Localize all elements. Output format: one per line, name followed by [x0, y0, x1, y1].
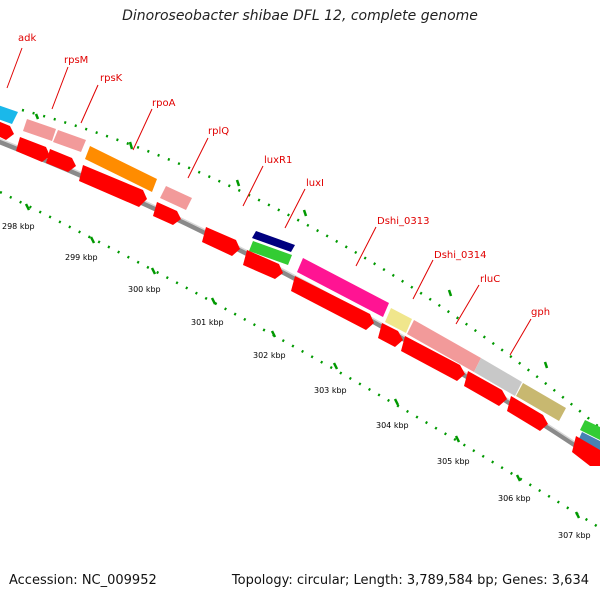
cds-arrow[interactable] [291, 276, 374, 330]
cds-arrow[interactable] [0, 121, 14, 140]
gene-label-rplQ: rplQ [208, 126, 229, 137]
kbp-major-tick [454, 435, 461, 443]
cds-arrow[interactable] [464, 371, 507, 406]
outer-major-tick [447, 289, 453, 297]
cds-arrow[interactable] [153, 202, 181, 225]
Dshi_0313-gene-block[interactable] [297, 258, 389, 317]
luxR1-leader [242, 165, 264, 207]
Dshi_0313-leader [355, 226, 377, 267]
gene-label-rpoA: rpoA [152, 98, 176, 109]
outer-major-tick [128, 141, 134, 150]
cds-arrow[interactable] [507, 396, 548, 431]
outer-major-tick [302, 209, 308, 217]
luxI-gene-block[interactable] [249, 241, 292, 265]
gene-label-rluC: rluC [480, 274, 500, 285]
kbp-major-tick [24, 203, 31, 211]
map-title: Dinoroseobacter shibae DFL 12, complete … [122, 8, 478, 24]
luxI-leader [284, 188, 306, 229]
adk-leader [6, 47, 23, 89]
luxR1-gene-block[interactable] [252, 231, 295, 252]
Dshi_0314-leader [412, 259, 434, 300]
outer-major-tick [235, 179, 241, 187]
gene-label-rpsM: rpsM [64, 55, 88, 66]
kbp-label-304: 304 kbp [376, 421, 409, 430]
kbp-label-303: 303 kbp [314, 386, 347, 395]
kbp-major-ticks [24, 203, 581, 519]
gene-label-rpsK: rpsK [100, 73, 123, 84]
kbp-label-307: 307 kbp [558, 531, 591, 540]
leader-lines [6, 47, 532, 356]
kbp-label-299: 299 kbp [65, 253, 98, 262]
rpoA-leader [132, 108, 153, 151]
kbp-label-group: 298 kbp 299 kbp 300 kbp 301 kbp 302 kbp … [2, 222, 591, 540]
rpoA-gene-block[interactable] [85, 146, 157, 192]
kbp-major-tick [89, 236, 96, 244]
kbp-label-298: 298 kbp [2, 222, 35, 231]
accession-text: Accession: NC_009952 [9, 573, 157, 588]
rluC-leader [455, 284, 480, 325]
gene-label-Dshi_0314: Dshi_0314 [434, 250, 486, 261]
unnamed-gene-block[interactable] [474, 358, 522, 396]
rpsK-gene-block[interactable] [53, 130, 86, 152]
kbp-major-tick [270, 330, 277, 338]
rplQ-leader [187, 137, 209, 179]
kbp-label-306: 306 kbp [498, 494, 531, 503]
kbp-major-tick [393, 398, 400, 406]
outer-major-tick [543, 361, 549, 369]
rpsK-leader [80, 84, 99, 124]
kbp-label-302: 302 kbp [253, 351, 286, 360]
genome-summary-text: Topology: circular; Length: 3,789,584 bp… [231, 573, 589, 588]
kbp-label-305: 305 kbp [437, 457, 470, 466]
outer-major-ticks [34, 113, 549, 369]
gene-blocks [0, 105, 600, 452]
cds-arrow[interactable] [16, 137, 50, 162]
backbone-ring [0, 139, 600, 465]
gph-gene-block[interactable] [516, 383, 566, 421]
gene-label-Dshi_0313: Dshi_0313 [377, 216, 429, 227]
gene-label-adk: adk [18, 33, 36, 44]
cds-arrow[interactable] [378, 323, 403, 347]
gph-leader [509, 318, 532, 356]
kbp-tick-track [0, 190, 600, 530]
kbp-label-301: 301 kbp [191, 318, 224, 327]
gene-label-luxR1: luxR1 [264, 155, 292, 166]
kbp-label-300: 300 kbp [128, 285, 161, 294]
rpsM-leader [51, 66, 69, 110]
rplQ-gene-block[interactable] [160, 186, 192, 210]
cds-arrow[interactable] [243, 250, 283, 279]
kbp-major-tick [150, 267, 157, 275]
kbp-major-tick [515, 474, 522, 482]
gene-label-gph: gph [531, 307, 550, 318]
gene-label-group: adk rpsM rpsK rpoA rplQ luxR1 luxI Dshi_… [18, 33, 550, 318]
rpsM-gene-block[interactable] [23, 119, 56, 141]
cds-arrow[interactable] [572, 436, 600, 466]
kbp-major-tick [332, 362, 339, 370]
Dshi_0314-gene-block[interactable] [385, 308, 412, 333]
gene-label-luxI: luxI [306, 178, 324, 189]
adk-gene-block[interactable] [0, 105, 18, 124]
cds-arrows [0, 121, 600, 466]
outer-major-tick [34, 113, 40, 120]
edge-gene-block-1[interactable] [580, 420, 600, 440]
cds-arrow[interactable] [46, 149, 76, 172]
rluC-gene-block[interactable] [407, 320, 481, 372]
kbp-major-tick [574, 511, 581, 519]
cds-arrow[interactable] [202, 227, 240, 256]
cds-arrow[interactable] [79, 165, 147, 207]
kbp-major-tick [210, 297, 217, 305]
cds-arrow[interactable] [401, 336, 465, 381]
